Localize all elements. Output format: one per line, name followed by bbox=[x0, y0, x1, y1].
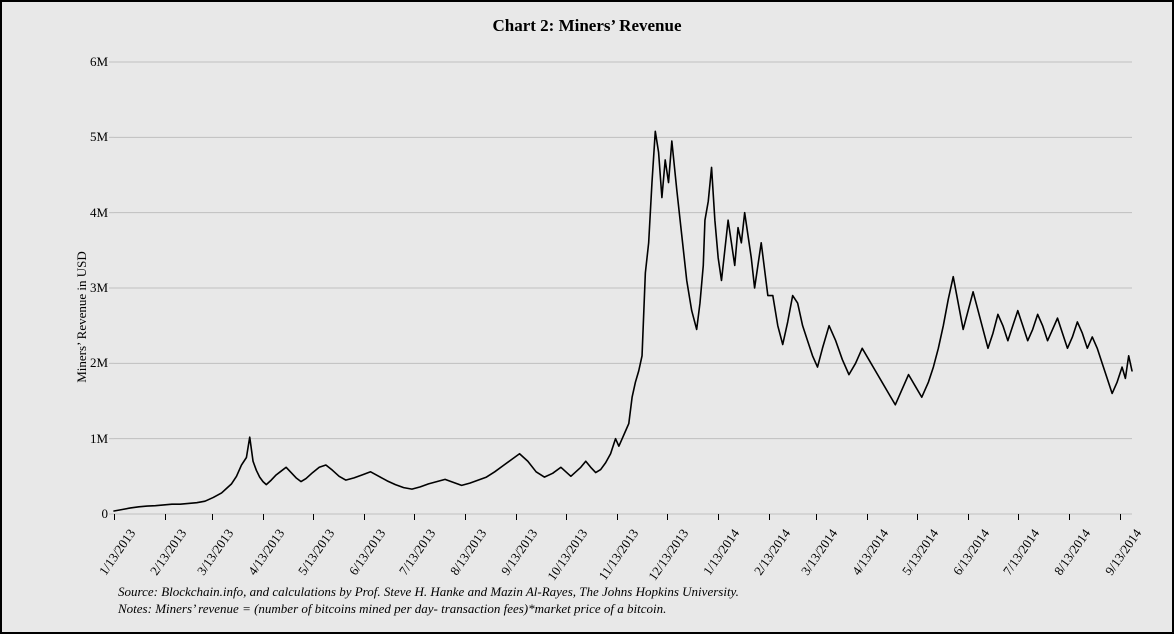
x-tick-label: 8/13/2014 bbox=[1047, 526, 1095, 584]
source-note: Source: Blockchain.info, and calculation… bbox=[118, 583, 739, 601]
y-tick-label: 6M bbox=[68, 54, 108, 70]
x-tick-label: 3/13/2014 bbox=[793, 526, 841, 584]
y-axis-tick-labels: 01M2M3M4M5M6M bbox=[68, 62, 108, 514]
x-tick-label: 9/13/2013 bbox=[494, 526, 542, 584]
y-tick-label: 5M bbox=[68, 129, 108, 145]
x-tick-label: 6/13/2014 bbox=[946, 526, 994, 584]
x-tick-label: 7/13/2014 bbox=[995, 526, 1043, 584]
x-tick-label: 10/13/2013 bbox=[543, 526, 591, 584]
x-axis-tick-labels: 1/13/20132/13/20133/13/20134/13/20135/13… bbox=[114, 516, 1132, 586]
x-tick-label: 1/13/2013 bbox=[92, 526, 140, 584]
x-tick-label: 4/13/2013 bbox=[241, 526, 289, 584]
x-tick-label: 11/13/2013 bbox=[595, 526, 643, 584]
line-series-miners-revenue bbox=[114, 131, 1132, 511]
chart-svg bbox=[114, 62, 1132, 514]
y-tick-label: 1M bbox=[68, 431, 108, 447]
x-tick-label: 2/13/2013 bbox=[143, 526, 191, 584]
y-tick-label: 3M bbox=[68, 280, 108, 296]
y-tick-label: 0 bbox=[68, 506, 108, 522]
x-tick-label: 12/13/2013 bbox=[644, 526, 692, 584]
x-tick-label: 5/13/2013 bbox=[290, 526, 338, 584]
chart-notes: Source: Blockchain.info, and calculation… bbox=[118, 583, 739, 618]
gridlines bbox=[109, 62, 1132, 514]
chart-container: Chart 2: Miners’ Revenue Miners’ Revenue… bbox=[0, 0, 1174, 634]
formula-note: Notes: Miners’ revenue = (number of bitc… bbox=[118, 600, 739, 618]
x-tick-label: 2/13/2014 bbox=[747, 526, 795, 584]
x-tick-label: 5/13/2014 bbox=[894, 526, 942, 584]
x-tick-label: 6/13/2013 bbox=[342, 526, 390, 584]
y-tick-label: 2M bbox=[68, 355, 108, 371]
chart-title: Chart 2: Miners’ Revenue bbox=[2, 16, 1172, 36]
plot-area bbox=[114, 62, 1132, 514]
x-tick-label: 8/13/2013 bbox=[442, 526, 490, 584]
x-tick-label: 7/13/2013 bbox=[391, 526, 439, 584]
x-tick-label: 1/13/2014 bbox=[696, 526, 744, 584]
x-tick-label: 3/13/2013 bbox=[189, 526, 237, 584]
y-tick-label: 4M bbox=[68, 205, 108, 221]
x-tick-label: 4/13/2014 bbox=[845, 526, 893, 584]
x-tick-label: 9/13/2014 bbox=[1098, 526, 1146, 584]
